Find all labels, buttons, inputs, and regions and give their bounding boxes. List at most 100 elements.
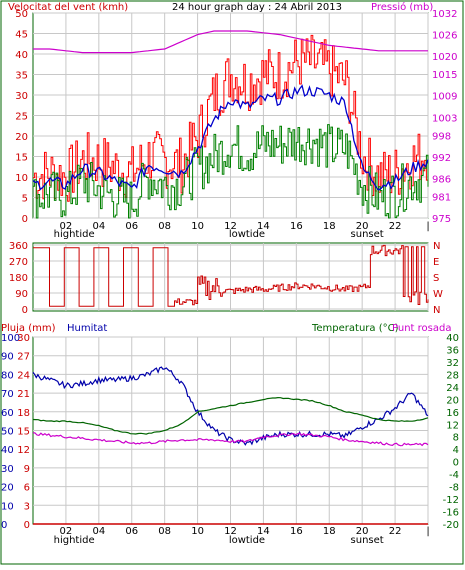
wind-hour-label: 16	[290, 221, 303, 232]
temperature-tick-label: 28	[446, 370, 459, 381]
wind-tick-label: 5	[22, 194, 28, 205]
climate-hour-label: 14	[257, 526, 270, 537]
climate-hour-label: 18	[323, 526, 336, 537]
wind-tick-label: 45	[15, 30, 28, 41]
wind-tick-label: 35	[15, 71, 28, 82]
pressure-tick-label: 1003	[432, 113, 457, 124]
temperature-axis-title: Temperatura (°C)	[311, 323, 399, 334]
dewpoint-line	[32, 432, 429, 447]
pressure-tick-label: 1015	[432, 70, 457, 81]
pressure-tick-label: 992	[432, 153, 451, 164]
pressure-tick-label: 1026	[432, 31, 457, 42]
wind-line	[33, 124, 429, 219]
wind-tick-label: 50	[15, 9, 28, 20]
rain-tick-label: 12	[17, 445, 30, 456]
climate-grid	[33, 336, 429, 525]
climate-hour-label: 02	[60, 526, 73, 537]
humidity-tick-label: 70	[1, 389, 14, 400]
temperature-tick-label: 16	[446, 408, 459, 419]
pressure-tick-label: 1020	[432, 52, 457, 63]
wind-marker-label: hightide	[54, 229, 95, 240]
rain-tick-label: 21	[17, 389, 30, 400]
rain-tick-label: 9	[24, 464, 30, 475]
wind-hour-label: 02	[60, 221, 73, 232]
humidity-tick-label: 40	[1, 445, 14, 456]
climate-marker-label: hightide	[54, 535, 95, 546]
temperature-tick-label: -12	[443, 495, 459, 506]
wind-tick-label: 25	[15, 112, 28, 123]
temperature-tick-label: -8	[449, 483, 459, 494]
wind-hour-label: 12	[224, 221, 237, 232]
wind-hour-label: 10	[191, 221, 204, 232]
gust-line	[33, 34, 429, 202]
wind-marker-label: sunset	[351, 229, 384, 240]
humidity-tick-label: 60	[1, 408, 14, 419]
pressure-tick-label: 1009	[432, 92, 457, 103]
climate-hour-label: 12	[224, 526, 237, 537]
rain-tick-label: 27	[17, 352, 30, 363]
direction-tick-label: 0	[22, 305, 28, 316]
climate-hour-label: |	[426, 526, 429, 537]
temperature-tick-label: 4	[453, 445, 459, 456]
graph-title: 24 hour graph day : 24 Abril 2013	[172, 2, 342, 13]
direction-series	[33, 244, 429, 307]
rain-tick-label: 3	[24, 501, 30, 512]
humidity-tick-label: 30	[1, 464, 14, 475]
pressure-tick-label: 1032	[432, 9, 457, 20]
humidity-line	[32, 366, 429, 446]
pressure-tick-label: 998	[432, 131, 451, 142]
wind-tick-label: 20	[15, 132, 28, 143]
rain-tick-label: 15	[17, 427, 30, 438]
climate-hour-label: 10	[191, 526, 204, 537]
climate-hour-label: 08	[158, 526, 171, 537]
temperature-tick-label: -4	[449, 470, 459, 481]
direction-grid	[33, 243, 429, 311]
climate-hour-label: 16	[290, 526, 303, 537]
humidity-tick-label: 10	[1, 501, 14, 512]
humidity-tick-label: 50	[1, 427, 14, 438]
wind-tick-label: 0	[22, 214, 28, 225]
wind-hour-label: 18	[323, 221, 336, 232]
wind-hour-label: 06	[125, 221, 138, 232]
humidity-axis-title: Humitat	[67, 323, 107, 334]
temperature-tick-label: -20	[443, 520, 459, 531]
wind-hour-label: |	[426, 221, 429, 232]
wind-direction-line	[33, 244, 429, 307]
wind-hour-label: 22	[389, 221, 402, 232]
compass-label: W	[433, 289, 443, 300]
temperature-tick-label: 8	[453, 433, 459, 444]
wind-tick-label: 40	[15, 50, 28, 61]
wind-hour-label: 08	[158, 221, 171, 232]
rain-tick-label: 6	[24, 483, 30, 494]
humidity-tick-label: 80	[1, 370, 14, 381]
compass-label: S	[433, 273, 439, 284]
wind-marker-label: lowtide	[229, 229, 265, 240]
wind-axis-title: Velocitat del vent (kmh)	[8, 2, 128, 13]
humidity-tick-label: 90	[1, 352, 14, 363]
temperature-tick-label: 24	[446, 383, 459, 394]
rain-tick-label: 0	[24, 520, 30, 531]
wind-hour-label: 14	[257, 221, 270, 232]
direction-tick-label: 90	[15, 289, 28, 300]
rain-tick-label: 30	[17, 333, 30, 344]
temperature-tick-label: 32	[446, 358, 459, 369]
dewpoint-axis-title: Punt rosada	[392, 323, 451, 334]
climate-hour-label: 06	[125, 526, 138, 537]
wind-tick-label: 30	[15, 91, 28, 102]
humidity-tick-label: 20	[1, 483, 14, 494]
rain-tick-label: 18	[17, 408, 30, 419]
pressure-tick-label: 975	[432, 214, 451, 225]
wind-hour-label: 04	[92, 221, 105, 232]
compass-label: E	[433, 257, 439, 268]
climate-marker-label: sunset	[351, 535, 384, 546]
wind-tick-label: 15	[15, 153, 28, 164]
direction-tick-label: 180	[9, 273, 28, 284]
climate-hour-label: 22	[389, 526, 402, 537]
temperature-tick-label: 36	[446, 345, 459, 356]
axis-labels: 0510152025303540455097598198699299810031…	[1, 9, 459, 546]
temperature-tick-label: 0	[453, 458, 459, 469]
wind-series	[32, 30, 429, 219]
temperature-line	[32, 396, 429, 435]
